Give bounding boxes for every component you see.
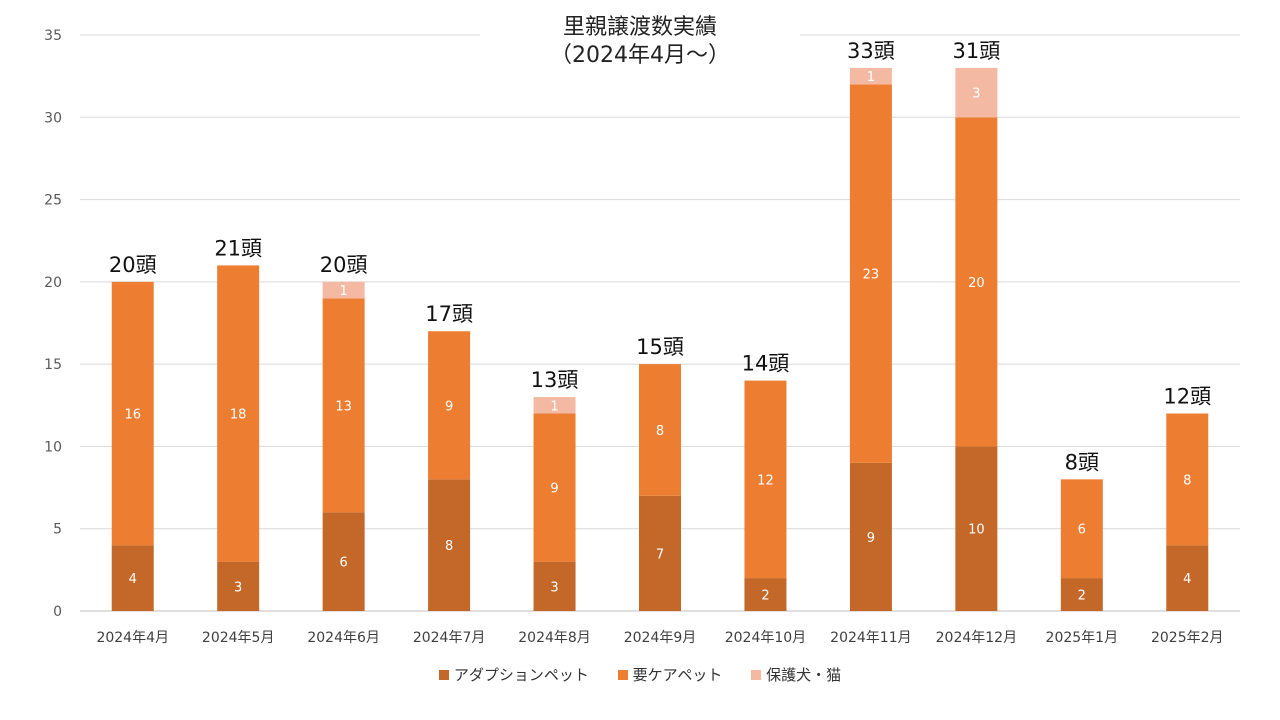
data-label: 1 bbox=[867, 70, 875, 85]
y-tick-label: 15 bbox=[44, 357, 62, 373]
legend-label-adoption: アダプションペット bbox=[453, 666, 589, 684]
x-tick-label: 2024年10月 bbox=[725, 630, 806, 646]
bar-segment bbox=[111, 545, 154, 611]
bar-segment bbox=[849, 84, 892, 463]
bar-segment bbox=[1166, 413, 1209, 546]
data-label: 9 bbox=[445, 399, 453, 414]
data-label: 8 bbox=[656, 424, 664, 439]
legend-item-care: 要ケアペット bbox=[617, 664, 723, 685]
data-label: 8 bbox=[1183, 473, 1191, 488]
data-label: 13 bbox=[335, 399, 352, 414]
bar-segment bbox=[744, 578, 787, 611]
bar-segment bbox=[533, 397, 576, 414]
data-label: 2 bbox=[1078, 589, 1086, 604]
data-label: 9 bbox=[550, 482, 558, 497]
chart-legend: アダプションペット 要ケアペット 保護犬・猫 bbox=[0, 664, 1280, 685]
x-tick-label: 2024年5月 bbox=[202, 630, 275, 646]
chart-subtitle: （2024年4月～） bbox=[550, 43, 730, 68]
data-label: 12 bbox=[757, 473, 774, 488]
y-tick-label: 25 bbox=[44, 193, 62, 209]
bar-segment bbox=[955, 117, 998, 447]
total-label: 8頭 bbox=[1065, 450, 1099, 474]
x-tick-label: 2024年9月 bbox=[624, 630, 697, 646]
bar-segment bbox=[428, 479, 471, 611]
data-label: 4 bbox=[1183, 572, 1191, 587]
y-tick-label: 30 bbox=[44, 110, 62, 126]
total-label: 17頭 bbox=[425, 302, 473, 326]
bar-segment bbox=[955, 67, 998, 118]
bar-segment bbox=[1060, 479, 1103, 579]
legend-label-care: 要ケアペット bbox=[632, 666, 723, 684]
y-tick-label: 10 bbox=[44, 439, 62, 455]
bar-segment bbox=[322, 512, 365, 611]
bar-segment bbox=[849, 462, 892, 611]
total-label: 33頭 bbox=[847, 39, 895, 63]
data-label: 6 bbox=[339, 556, 347, 571]
legend-swatch-rescue bbox=[751, 669, 762, 680]
y-tick-label: 20 bbox=[44, 275, 62, 291]
bar-segment bbox=[533, 413, 576, 562]
data-label: 7 bbox=[656, 547, 664, 562]
legend-swatch-adoption bbox=[438, 669, 449, 680]
x-tick-label: 2024年6月 bbox=[307, 630, 380, 646]
data-label: 4 bbox=[129, 572, 137, 587]
data-label: 3 bbox=[234, 580, 242, 595]
total-label: 20頭 bbox=[320, 253, 368, 277]
bar-segment bbox=[744, 380, 787, 579]
data-label: 6 bbox=[1078, 523, 1086, 538]
x-tick-label: 2024年7月 bbox=[413, 630, 486, 646]
bar-segment bbox=[955, 446, 998, 611]
bar-segment bbox=[428, 331, 471, 480]
x-tick-label: 2025年1月 bbox=[1046, 630, 1119, 646]
bar-segment bbox=[217, 265, 260, 562]
total-label: 13頭 bbox=[531, 368, 579, 392]
data-label: 2 bbox=[761, 589, 769, 604]
legend-swatch-care bbox=[617, 669, 628, 680]
data-label: 3 bbox=[972, 87, 980, 102]
y-tick-label: 35 bbox=[44, 28, 62, 44]
bar-segment bbox=[322, 281, 365, 299]
x-tick-label: 2024年4月 bbox=[96, 630, 169, 646]
total-label: 31頭 bbox=[952, 39, 1000, 63]
x-tick-label: 2024年8月 bbox=[518, 630, 591, 646]
total-label: 20頭 bbox=[109, 253, 157, 277]
data-label: 20 bbox=[968, 276, 985, 291]
bar-segment bbox=[639, 364, 681, 496]
x-tick-label: 2024年12月 bbox=[936, 630, 1017, 646]
bar-segment bbox=[849, 67, 892, 85]
chart-title: 里親譲渡数実績 bbox=[562, 15, 717, 40]
data-label: 23 bbox=[863, 268, 880, 283]
legend-label-rescue: 保護犬・猫 bbox=[766, 666, 842, 684]
x-tick-label: 2025年2月 bbox=[1151, 630, 1224, 646]
total-label: 12頭 bbox=[1163, 385, 1211, 409]
bar-segment bbox=[639, 495, 681, 611]
legend-item-adoption: アダプションペット bbox=[438, 664, 589, 685]
total-label: 14頭 bbox=[742, 352, 790, 376]
total-label: 15頭 bbox=[636, 335, 684, 359]
data-label: 3 bbox=[550, 580, 558, 595]
y-tick-label: 5 bbox=[53, 522, 62, 538]
bar-segment bbox=[322, 298, 365, 513]
legend-item-rescue: 保護犬・猫 bbox=[751, 664, 841, 685]
data-label: 1 bbox=[339, 284, 347, 299]
x-tick-label: 2024年11月 bbox=[830, 630, 911, 646]
chart-title-block: 里親譲渡数実績 （2024年4月～） bbox=[480, 14, 800, 70]
bar-segment bbox=[217, 561, 260, 611]
bar-segment bbox=[1060, 578, 1103, 611]
bar-segment bbox=[111, 281, 154, 546]
data-label: 16 bbox=[124, 408, 141, 423]
data-label: 8 bbox=[445, 539, 453, 554]
y-tick-label: 0 bbox=[53, 604, 62, 620]
total-label: 21頭 bbox=[214, 236, 262, 260]
data-label: 10 bbox=[968, 523, 985, 538]
data-label: 9 bbox=[867, 531, 875, 546]
bar-segment bbox=[1166, 545, 1209, 611]
data-label: 1 bbox=[550, 399, 558, 414]
bar-segment bbox=[533, 561, 576, 611]
data-label: 18 bbox=[230, 408, 247, 423]
